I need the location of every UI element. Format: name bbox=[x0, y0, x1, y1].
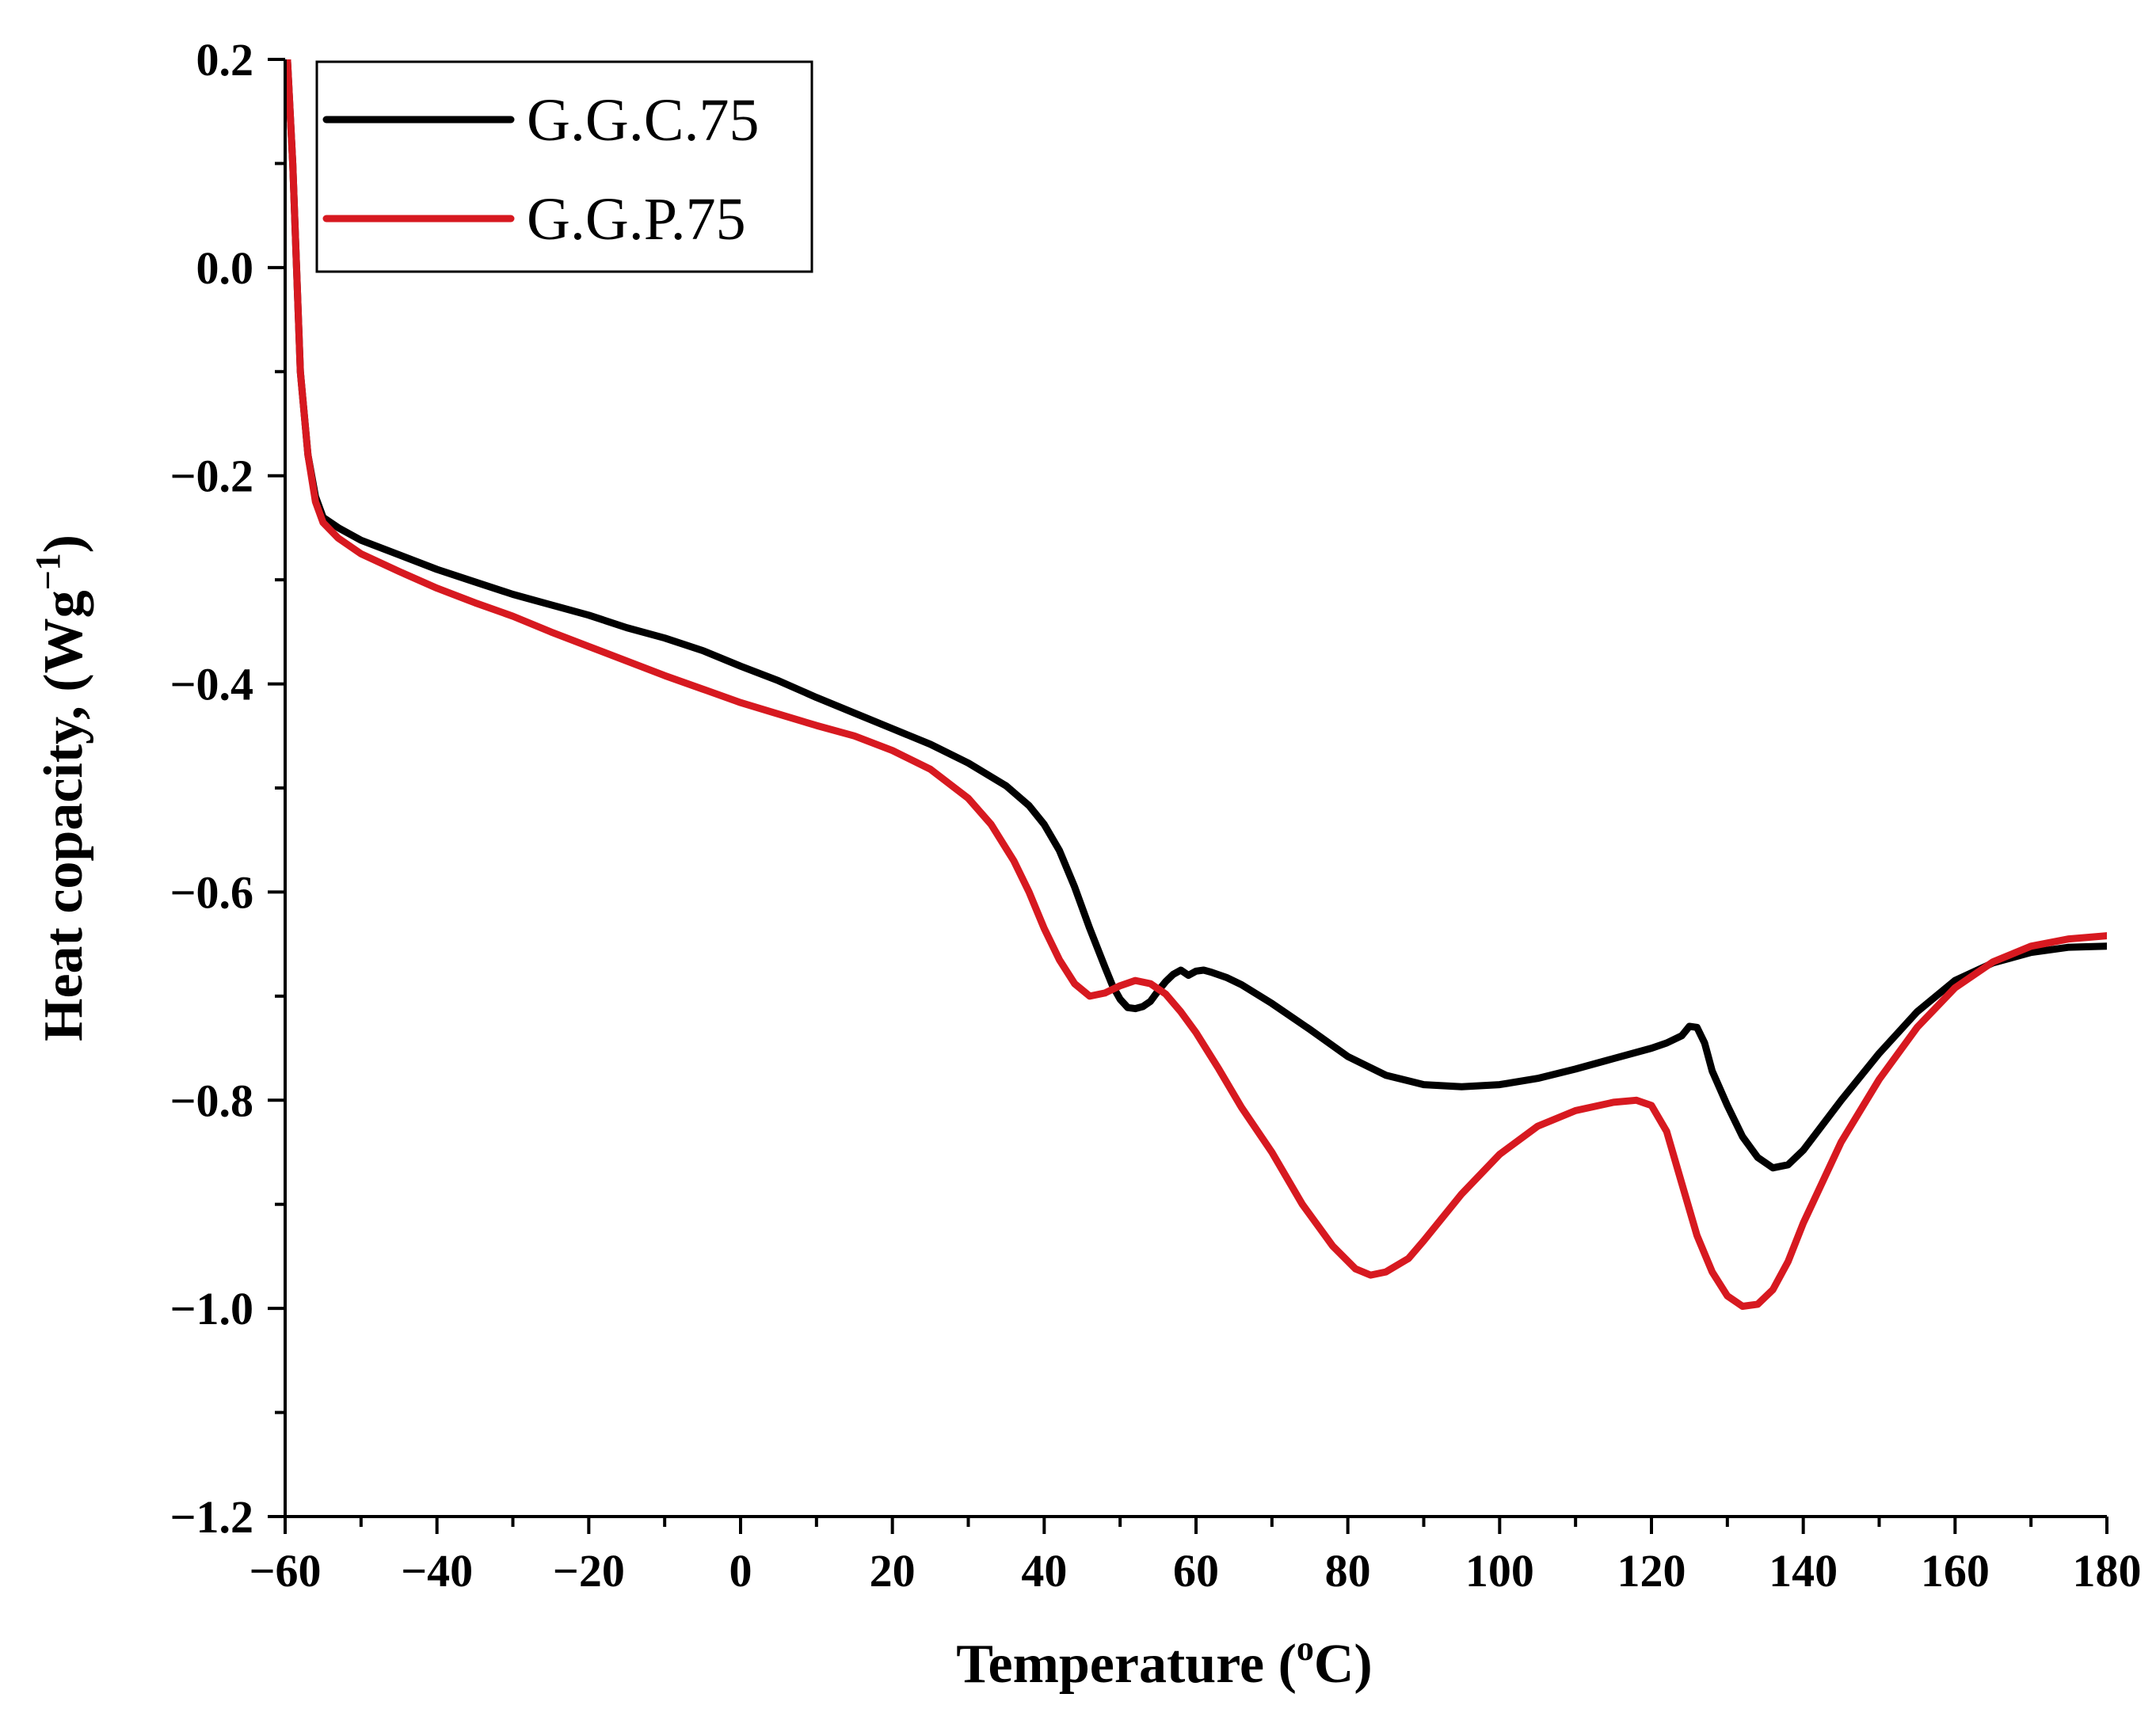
y-tick-label: −1.2 bbox=[170, 1491, 253, 1543]
x-tick-label: 80 bbox=[1325, 1545, 1371, 1597]
series-layer bbox=[285, 59, 2107, 1310]
legend-label: G.G.C.75 bbox=[527, 87, 759, 154]
axes-layer: −60 −40 −20 0 20 40 60 80 100 120 140 160 180 0.2 0.0 −… bbox=[170, 34, 2141, 1597]
series-line-ggc75 bbox=[285, 59, 2107, 1172]
y-tick-label: −0.6 bbox=[170, 866, 253, 918]
x-tick-label: 160 bbox=[1921, 1545, 1990, 1597]
x-tick-label: 180 bbox=[2073, 1545, 2142, 1597]
legend-box bbox=[315, 60, 813, 273]
x-tick-label: 40 bbox=[1021, 1545, 1067, 1597]
legend-label: G.G.P.75 bbox=[527, 186, 746, 253]
y-tick-label: −0.4 bbox=[170, 659, 253, 710]
x-tick-label: 0 bbox=[729, 1545, 752, 1597]
y-tick-label: −0.2 bbox=[170, 451, 253, 502]
x-axis-title: Temperature (oC) bbox=[956, 1629, 1373, 1695]
x-tick-label: 140 bbox=[1769, 1545, 1838, 1597]
series-line-ggp75 bbox=[285, 59, 2107, 1310]
y-tick-label: −0.8 bbox=[170, 1075, 253, 1126]
y-tick-label: 0.2 bbox=[196, 34, 254, 86]
y-axis-title: Heat copacity, (Wg−1) bbox=[29, 535, 94, 1041]
x-tick-label: 100 bbox=[1465, 1545, 1534, 1597]
y-tick-label: −1.0 bbox=[170, 1283, 253, 1334]
x-tick-label: 120 bbox=[1617, 1545, 1686, 1597]
y-tick-label: 0.0 bbox=[196, 242, 254, 294]
x-tick-label: 20 bbox=[870, 1545, 916, 1597]
x-tick-label: 60 bbox=[1173, 1545, 1219, 1597]
x-tick-label: −20 bbox=[553, 1545, 625, 1597]
x-tick-label: −60 bbox=[249, 1545, 321, 1597]
legend: G.G.C.75 G.G.P.75 bbox=[315, 60, 813, 273]
x-tick-label: −40 bbox=[401, 1545, 473, 1597]
